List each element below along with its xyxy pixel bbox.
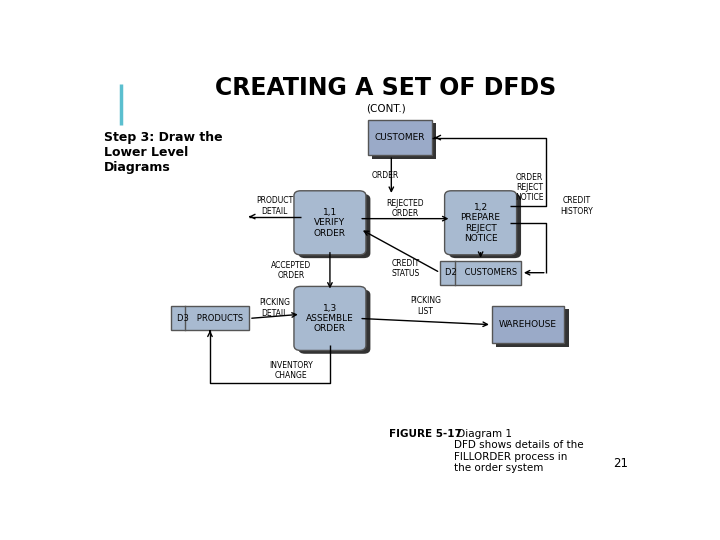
Text: CREDIT
HISTORY: CREDIT HISTORY xyxy=(560,197,593,216)
Text: CUSTOMER: CUSTOMER xyxy=(374,133,425,142)
FancyBboxPatch shape xyxy=(171,306,249,330)
FancyBboxPatch shape xyxy=(298,290,370,354)
Text: 1,1
VERIFY
ORDER: 1,1 VERIFY ORDER xyxy=(314,208,346,238)
Text: 1,2
PREPARE
REJECT
NOTICE: 1,2 PREPARE REJECT NOTICE xyxy=(461,202,500,243)
Text: D2   CUSTOMERS: D2 CUSTOMERS xyxy=(444,268,517,277)
FancyBboxPatch shape xyxy=(492,306,564,343)
Text: D3   PRODUCTS: D3 PRODUCTS xyxy=(177,314,243,323)
Text: ORDER: ORDER xyxy=(372,171,399,180)
Text: CREATING A SET OF DFDS: CREATING A SET OF DFDS xyxy=(215,76,557,100)
FancyBboxPatch shape xyxy=(445,191,516,255)
FancyBboxPatch shape xyxy=(294,286,366,350)
FancyBboxPatch shape xyxy=(294,191,366,255)
Text: PICKING
DETAIL: PICKING DETAIL xyxy=(259,298,290,318)
Text: FIGURE 5-17: FIGURE 5-17 xyxy=(389,429,462,438)
Text: Step 3: Draw the
Lower Level
Diagrams: Step 3: Draw the Lower Level Diagrams xyxy=(104,131,222,174)
Text: CREDIT
STATUS: CREDIT STATUS xyxy=(391,259,419,278)
Text: PRODUCT
DETAIL: PRODUCT DETAIL xyxy=(256,197,294,216)
Text: ACCEPTED
ORDER: ACCEPTED ORDER xyxy=(271,261,311,280)
Text: 21: 21 xyxy=(613,457,629,470)
Text: 1,3
ASSEMBLE
ORDER: 1,3 ASSEMBLE ORDER xyxy=(306,303,354,333)
FancyBboxPatch shape xyxy=(372,123,436,159)
FancyBboxPatch shape xyxy=(440,261,521,285)
Text: REJECTED
ORDER: REJECTED ORDER xyxy=(387,199,424,218)
Text: (CONT.): (CONT.) xyxy=(366,104,405,113)
Text: PICKING
LIST: PICKING LIST xyxy=(410,296,441,316)
FancyBboxPatch shape xyxy=(368,120,432,155)
FancyBboxPatch shape xyxy=(298,194,370,258)
Text: WAREHOUSE: WAREHOUSE xyxy=(499,320,557,329)
FancyBboxPatch shape xyxy=(449,194,521,258)
Text: Diagram 1
DFD shows details of the
FILLORDER process in
the order system: Diagram 1 DFD shows details of the FILLO… xyxy=(454,429,584,474)
Text: INVENTORY
CHANGE: INVENTORY CHANGE xyxy=(269,361,312,380)
FancyBboxPatch shape xyxy=(496,309,569,347)
Text: ORDER
REJECT
NOTICE: ORDER REJECT NOTICE xyxy=(516,173,544,202)
